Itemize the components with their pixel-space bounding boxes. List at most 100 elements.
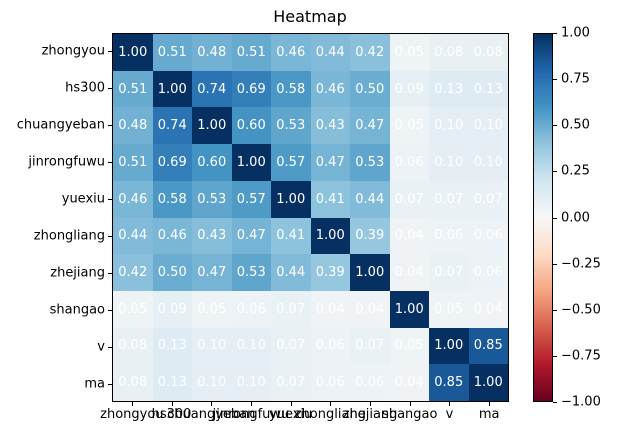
y-tick-label: v xyxy=(97,339,105,355)
heatmap-cell: 0.60 xyxy=(231,107,271,145)
heatmap-cell: 0.09 xyxy=(152,290,192,328)
y-tick-mark xyxy=(108,51,112,53)
heatmap-cell: 0.07 xyxy=(389,180,429,218)
heatmap-cell: 0.04 xyxy=(389,217,429,255)
heatmap-cell: 0.08 xyxy=(468,34,508,71)
x-tick-label: hs300 xyxy=(151,407,192,422)
y-tick-mark xyxy=(108,125,112,127)
heatmap-cell: 0.06 xyxy=(429,217,469,255)
heatmap-cell: 0.42 xyxy=(350,34,390,71)
y-tick-mark xyxy=(108,272,112,274)
colorbar-tick-label: −0.50 xyxy=(561,302,601,318)
heatmap-cell: 0.53 xyxy=(192,180,232,218)
heatmap-cell: 0.10 xyxy=(192,364,232,401)
heatmap-cell: 0.85 xyxy=(468,327,508,365)
heatmap-cell: 0.07 xyxy=(429,254,469,291)
x-tick-label: zhongliang xyxy=(294,407,366,422)
y-tick-label: ma xyxy=(84,376,105,392)
y-tick-mark xyxy=(108,346,112,348)
y-tick-mark xyxy=(108,235,112,237)
heatmap-cell: 0.07 xyxy=(271,327,311,365)
heatmap-cell: 0.39 xyxy=(350,217,390,255)
heatmap-cell: 0.48 xyxy=(192,34,232,71)
x-tick-label: yuexiu xyxy=(269,407,313,422)
heatmap-cell: 0.47 xyxy=(350,107,390,145)
heatmap-cell: 0.06 xyxy=(231,290,271,328)
x-tick-mark xyxy=(250,402,252,406)
x-tick-mark xyxy=(211,402,213,406)
heatmap-cell: 0.10 xyxy=(192,327,232,365)
x-tick-mark xyxy=(489,402,491,406)
heatmap-cell: 0.44 xyxy=(350,180,390,218)
x-tick-mark xyxy=(131,402,133,406)
heatmap-cell: 0.08 xyxy=(113,327,153,365)
colorbar-tick-mark xyxy=(553,217,557,219)
y-tick-mark xyxy=(108,199,112,201)
heatmap-plot-area: 1.00 0.51 0.48 0.51 0.46 0.44 0.42 0.05 0.08 0.08… xyxy=(112,33,509,402)
heatmap-cell: 1.00 xyxy=(113,34,153,71)
x-tick-mark xyxy=(409,402,411,406)
heatmap-cell: 0.44 xyxy=(271,254,311,291)
heatmap-cell: 0.05 xyxy=(389,34,429,71)
heatmap-cell: 0.08 xyxy=(429,34,469,71)
heatmap-cell: 0.53 xyxy=(271,107,311,145)
heatmap-cell: 0.04 xyxy=(468,290,508,328)
heatmap-cell: 0.69 xyxy=(231,70,271,108)
colorbar-tick-mark xyxy=(553,309,557,311)
heatmap-cell: 0.51 xyxy=(113,144,153,181)
heatmap-cell: 0.04 xyxy=(389,254,429,291)
heatmap-cell: 0.07 xyxy=(271,290,311,328)
x-tick-label: shangao xyxy=(382,407,438,422)
heatmap-cell: 0.13 xyxy=(468,70,508,108)
colorbar-tick-label: −0.75 xyxy=(561,348,601,364)
x-tick-label: v xyxy=(445,407,454,422)
heatmap-cell: 0.13 xyxy=(152,327,192,365)
heatmap-cell: 0.58 xyxy=(271,70,311,108)
y-tick-label: yuexiu xyxy=(61,191,105,207)
colorbar-tick-label: 0.25 xyxy=(561,163,590,179)
chart-title: Heatmap xyxy=(273,7,347,26)
colorbar-tick-mark xyxy=(553,402,557,403)
y-tick-label: chuangyeban xyxy=(16,117,105,133)
colorbar-tick-label: 0.50 xyxy=(561,117,590,133)
heatmap-cell: 1.00 xyxy=(271,180,311,218)
y-tick-mark xyxy=(108,383,112,385)
colorbar-tick-label: 0.00 xyxy=(561,210,590,225)
x-tick-mark xyxy=(370,402,372,406)
heatmap-cell: 0.13 xyxy=(152,364,192,401)
heatmap-grid: 1.00 0.51 0.48 0.51 0.46 0.44 0.42 0.05 0.08 0.08… xyxy=(113,34,508,401)
heatmap-cell: 0.50 xyxy=(152,254,192,291)
heatmap-cell: 0.04 xyxy=(310,290,350,328)
y-tick-label: jinrongfuwu xyxy=(28,154,105,170)
colorbar-tick-mark xyxy=(553,263,557,265)
heatmap-cell: 0.10 xyxy=(429,144,469,181)
heatmap-cell: 0.46 xyxy=(152,217,192,255)
heatmap-cell: 0.06 xyxy=(310,327,350,365)
heatmap-cell: 0.06 xyxy=(389,144,429,181)
heatmap-cell: 0.05 xyxy=(192,290,232,328)
heatmap-cell: 0.04 xyxy=(350,290,390,328)
heatmap-cell: 0.13 xyxy=(429,70,469,108)
y-tick-label: shangao xyxy=(49,302,105,318)
heatmap-cell: 0.50 xyxy=(350,70,390,108)
x-tick-mark xyxy=(171,402,173,406)
y-tick-mark xyxy=(108,88,112,90)
heatmap-cell: 0.43 xyxy=(310,107,350,145)
colorbar xyxy=(533,33,553,402)
heatmap-cell: 0.41 xyxy=(310,180,350,218)
heatmap-cell: 0.46 xyxy=(271,34,311,71)
heatmap-cell: 0.06 xyxy=(310,364,350,401)
colorbar-tick-mark xyxy=(553,79,557,81)
y-tick-label: zhongliang xyxy=(33,228,105,244)
heatmap-cell: 0.39 xyxy=(310,254,350,291)
y-tick-label: zhejiang xyxy=(50,265,105,281)
y-tick-label: hs300 xyxy=(65,80,105,96)
heatmap-cell: 0.10 xyxy=(429,107,469,145)
colorbar-tick-label: −1.00 xyxy=(561,394,601,410)
heatmap-cell: 0.05 xyxy=(113,290,153,328)
heatmap-cell: 0.48 xyxy=(113,107,153,145)
x-tick-label: zhongyou xyxy=(100,407,164,422)
heatmap-cell: 0.44 xyxy=(310,34,350,71)
colorbar-tick-mark xyxy=(553,171,557,173)
